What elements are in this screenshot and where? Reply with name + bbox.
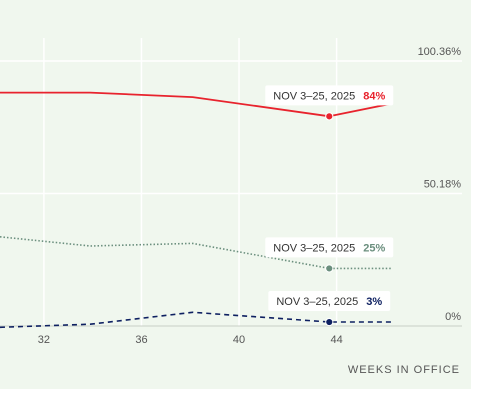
- callout-box: [265, 85, 394, 106]
- y-tick-label: 50.18%: [424, 179, 462, 191]
- callout-date: NOV 3–25, 2025: [273, 90, 355, 102]
- callout-box: [268, 291, 391, 312]
- callout-3: NOV 3–25, 2025 3%: [268, 291, 391, 312]
- x-tick-label: 40: [233, 334, 245, 346]
- callouts: NOV 3–25, 2025 84%NOV 3–25, 2025 25%NOV 3–…: [265, 85, 394, 327]
- callout-value: 84%: [363, 90, 385, 102]
- x-tick-label: 36: [135, 334, 147, 346]
- series-line-2: [0, 236, 393, 270]
- series-marker-2: [325, 264, 334, 273]
- series-line-3: [0, 311, 393, 329]
- x-tick-label: 44: [330, 334, 342, 346]
- series-marker-1: [325, 112, 334, 121]
- callout-box: [265, 237, 394, 258]
- callout-value: 3%: [366, 296, 382, 308]
- y-tick-label: 100.36%: [418, 46, 462, 58]
- axis-labels: 32 36 40 44 100.36% 50.18% 0%: [38, 46, 461, 346]
- series-marker-3: [325, 317, 334, 327]
- callout-2: NOV 3–25, 2025 25%: [265, 237, 394, 258]
- callout-1: NOV 3–25, 2025 84%: [265, 85, 394, 106]
- grid: [0, 38, 462, 327]
- callout-value: 25%: [363, 242, 385, 254]
- x-axis-title: WEEKS IN OFFICE: [348, 364, 460, 376]
- y-tick-label: 0%: [445, 311, 461, 323]
- chart-panel: [0, 0, 471, 389]
- series-layer: [0, 91, 393, 329]
- callout-date: NOV 3–25, 2025: [273, 242, 355, 254]
- callout-date: NOV 3–25, 2025: [276, 296, 358, 308]
- x-tick-label: 32: [38, 334, 50, 346]
- series-line-1: [0, 91, 393, 118]
